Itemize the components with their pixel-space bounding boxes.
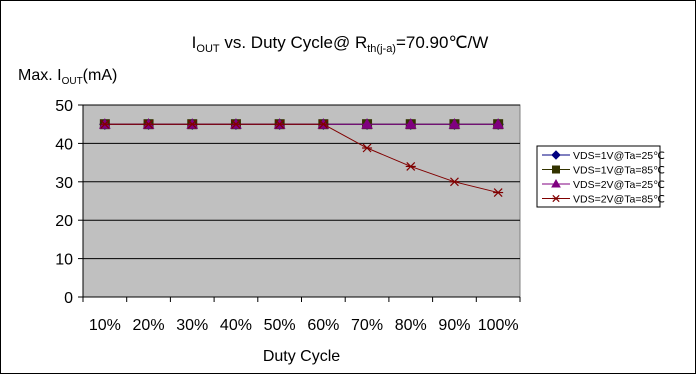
data-point [187, 119, 198, 129]
data-point [274, 119, 285, 129]
x-tick-label: 70% [351, 317, 383, 334]
legend-label: VDS=1V@Ta=85℃ [573, 165, 665, 177]
x-axis-label: Duty Cycle [263, 348, 340, 365]
chart-title-part: I [192, 33, 197, 52]
legend-label: VDS=1V@Ta=25℃ [573, 150, 665, 162]
y-tick-label: 0 [64, 290, 73, 307]
x-tick-label: 80% [395, 317, 427, 334]
x-tick-label: 10% [89, 317, 121, 334]
data-point [230, 119, 241, 129]
x-tick-label: 100% [478, 317, 519, 334]
chart-title-part: th(j-a) [367, 43, 396, 55]
y-tick-label: 50 [55, 98, 73, 115]
legend-marker [551, 178, 561, 188]
y-axis-label-part: OUT [62, 76, 83, 87]
y-axis-label-part: (mA) [83, 67, 118, 84]
x-tick-label: 90% [438, 317, 470, 334]
y-tick-label: 10 [55, 252, 73, 269]
legend-marker [552, 194, 560, 203]
data-point [448, 118, 461, 129]
y-tick-label: 20 [55, 213, 73, 230]
x-tick-label: 40% [220, 317, 252, 334]
x-tick-label: 60% [307, 317, 339, 334]
chart-title-part: =70.90℃/W [396, 33, 488, 52]
legend-label: VDS=2V@Ta=25℃ [573, 179, 665, 191]
data-point [492, 118, 504, 129]
data-point [404, 118, 417, 129]
data-point [361, 118, 373, 129]
legend-label: VDS=2V@Ta=85℃ [573, 194, 665, 206]
y-axis-label: Max. IOUT(mA) [18, 67, 117, 87]
chart-title-part: vs. Duty Cycle@ R [220, 33, 368, 52]
x-tick-label: 30% [176, 317, 208, 334]
x-tick-label: 20% [133, 317, 165, 334]
y-axis-label-part: Max. I [18, 67, 62, 84]
y-tick-label: 40 [55, 136, 73, 153]
chart-title: IOUT vs. Duty Cycle@ Rth(j-a)=70.90℃/W [192, 33, 489, 55]
data-point [318, 119, 329, 129]
chart-title-part: OUT [196, 43, 220, 55]
data-point [143, 119, 154, 129]
x-tick-label: 50% [264, 317, 296, 334]
data-point [99, 119, 110, 129]
y-tick-label: 30 [55, 175, 73, 192]
data-point [362, 143, 373, 153]
series-line [104, 123, 499, 194]
legend-marker [551, 150, 561, 160]
data-point [449, 177, 460, 187]
data-point [493, 188, 504, 197]
plot-area [82, 104, 521, 298]
data-point [405, 162, 416, 171]
legend-marker [552, 165, 560, 174]
